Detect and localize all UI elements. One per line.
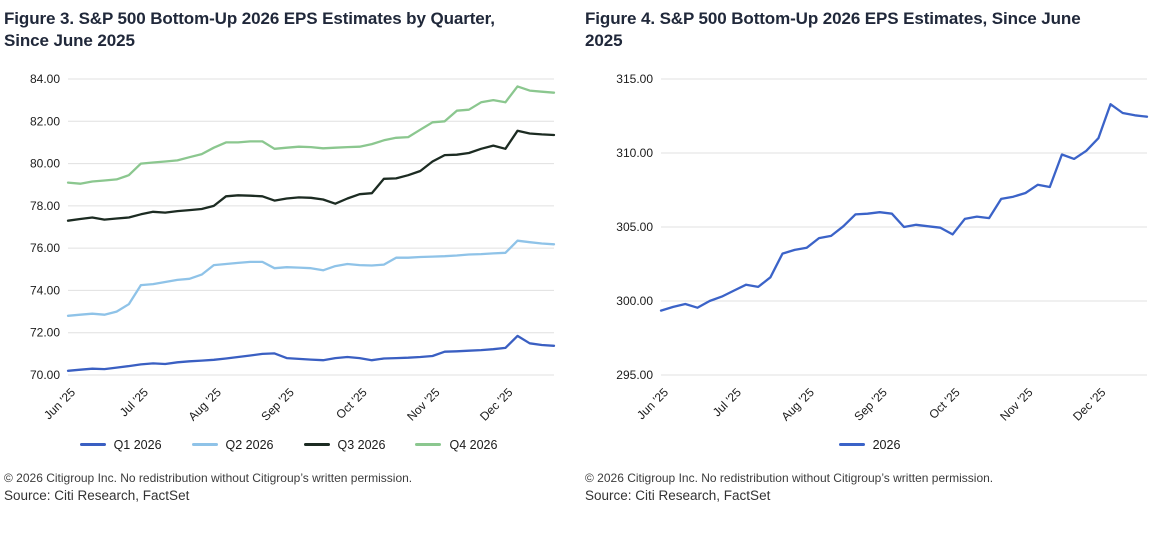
figure4-copyright: © 2026 Citigroup Inc. No redistribution … (585, 470, 994, 485)
legend-line-swatch (838, 443, 865, 447)
series-line-q1-2026 (66, 334, 556, 372)
figure4-source: Source: Citi Research, FactSet (585, 487, 771, 503)
x-axis-tick-label: Nov '25 (997, 385, 1036, 424)
x-axis-tick-label: Dec '25 (477, 385, 516, 424)
y-axis-tick-label: 305.00 (616, 220, 653, 234)
series-line-2026 (659, 102, 1149, 312)
y-axis-tick-label: 84.00 (30, 72, 60, 86)
legend-line-swatch (79, 443, 106, 447)
x-axis-tick-label: Oct '25 (333, 385, 370, 422)
legend-line-swatch (191, 443, 218, 447)
figure4-legend: 2026 (585, 435, 1154, 455)
y-axis-tick-label: 315.00 (616, 72, 653, 86)
x-axis-tick-label: Jun '25 (634, 385, 671, 422)
legend-line-swatch (303, 443, 330, 447)
legend-item-q1-2026: Q1 2026 (79, 437, 162, 452)
figure3-line-chart: 84.00 82.00 80.00 78.00 76.00 74.00 72.00 70.00… (30, 72, 556, 424)
x-axis-tick-label: Sep '25 (851, 385, 890, 424)
legend-label: 2026 (872, 437, 901, 452)
y-axis-tick-label: 300.00 (616, 294, 653, 308)
legend-item-2026: 2026 (838, 437, 901, 452)
x-axis-tick-label: Nov '25 (404, 385, 443, 424)
figure4-section: Figure 4. S&P 500 Bottom-Up 2026 EPS Est… (581, 0, 1162, 544)
x-axis-tick-label: Dec '25 (1070, 385, 1109, 424)
figure4-chart-area: 315.00 310.00 305.00 300.00 295.00 Jun '25 Jul… (585, 63, 1154, 435)
legend-item-q2-2026: Q2 2026 (191, 437, 274, 452)
figure3-title: Figure 3. S&P 500 Bottom-Up 2026 EPS Est… (4, 9, 495, 51)
x-axis-tick-label: Sep '25 (258, 385, 297, 424)
legend-label: Q4 2026 (449, 437, 498, 452)
y-axis-tick-label: 78.00 (30, 199, 60, 213)
y-axis-tick-label: 74.00 (30, 283, 60, 297)
figure3-copyright: © 2026 Citigroup Inc. No redistribution … (4, 470, 413, 485)
y-axis-tick-label: 70.00 (30, 368, 60, 382)
x-axis-tick-label: Jul '25 (117, 385, 151, 419)
y-axis-tick-label: 80.00 (30, 156, 60, 170)
figure3-chart-area: 84.00 82.00 80.00 78.00 76.00 74.00 72.00 70.00… (4, 63, 573, 435)
y-axis-tick-label: 72.00 (30, 326, 60, 340)
series-line-q3-2026 (66, 129, 556, 222)
series-line-q4-2026 (66, 85, 556, 185)
series-line-q2-2026 (66, 239, 556, 317)
y-axis-tick-label: 82.00 (30, 114, 60, 128)
x-axis-tick-label: Aug '25 (186, 385, 225, 424)
legend-label: Q3 2026 (337, 437, 386, 452)
y-axis-tick-label: 295.00 (616, 368, 653, 382)
x-axis-tick-label: Aug '25 (779, 385, 818, 424)
x-axis-tick-label: Jun '25 (41, 385, 78, 422)
legend-item-q4-2026: Q4 2026 (415, 438, 497, 452)
legend-line-swatch (415, 443, 442, 447)
x-axis-tick-label: Jul '25 (710, 385, 744, 419)
figure3-source: Source: Citi Research, FactSet (4, 487, 190, 503)
x-axis-tick-label: Oct '25 (926, 385, 963, 422)
figure3-legend: Q1 2026 Q2 2026 Q3 2026 Q4 2026 (4, 435, 573, 455)
figure4-line-chart: 315.00 310.00 305.00 300.00 295.00 Jun '25 Jul… (616, 72, 1149, 424)
legend-item-q3-2026: Q3 2026 (303, 437, 386, 452)
figure4-title: Figure 4. S&P 500 Bottom-Up 2026 EPS Est… (585, 9, 1081, 51)
y-axis-tick-label: 310.00 (616, 146, 653, 160)
figure3-section: Figure 3. S&P 500 Bottom-Up 2026 EPS Est… (4, 9, 573, 503)
legend-label: Q1 2026 (113, 437, 162, 452)
legend-label: Q2 2026 (225, 437, 274, 452)
y-axis-tick-label: 76.00 (30, 241, 60, 255)
